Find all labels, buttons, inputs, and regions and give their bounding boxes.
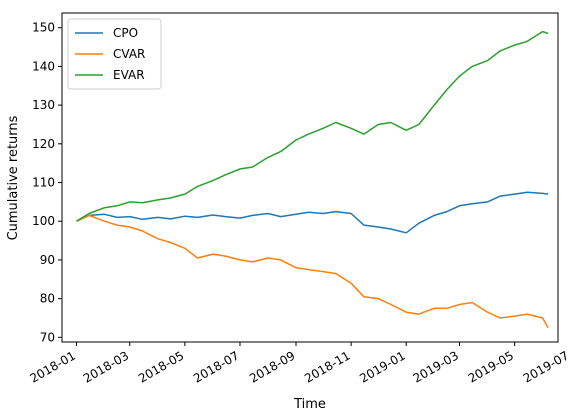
legend-box [67,18,162,90]
legend-label-cvar: CVAR [113,47,145,61]
x-tick-label: 2019-05 [466,348,516,385]
series-line-cpo [76,191,549,234]
legend-label-evar: EVAR [113,68,145,82]
y-tick-label: 70 [40,330,55,344]
y-tick-label: 140 [32,59,55,73]
series-line-cvar [76,214,549,329]
x-axis-label: Time [293,397,326,412]
y-tick-label: 100 [32,214,55,228]
series-lines [76,30,549,329]
y-tick-label: 110 [32,176,55,190]
x-tick-label: 2018-07 [191,348,241,385]
x-tick-label: 2019-03 [411,348,461,385]
x-tick-label: 2018-11 [302,348,352,385]
x-tick-label: 2019-01 [357,348,407,385]
legend-label-cpo: CPO [113,26,138,40]
y-tick-label: 120 [32,137,55,151]
y-axis-label: Cumulative returns [6,115,21,240]
y-tick-label: 150 [32,21,55,35]
y-tick-label: 90 [40,253,55,267]
x-tick-label: 2019-07 [521,348,568,385]
series-line-evar [76,30,549,222]
legend: CPO CVAR EVAR [67,18,162,90]
x-tick-label: 2018-01 [28,348,78,385]
x-tick-label: 2018-03 [81,348,131,385]
x-tick-label: 2018-05 [136,348,186,385]
x-tick-label: 2018-09 [247,348,297,385]
y-tick-label: 80 [40,292,55,306]
y-tick-label: 130 [32,98,55,112]
plot-frame [61,12,559,343]
